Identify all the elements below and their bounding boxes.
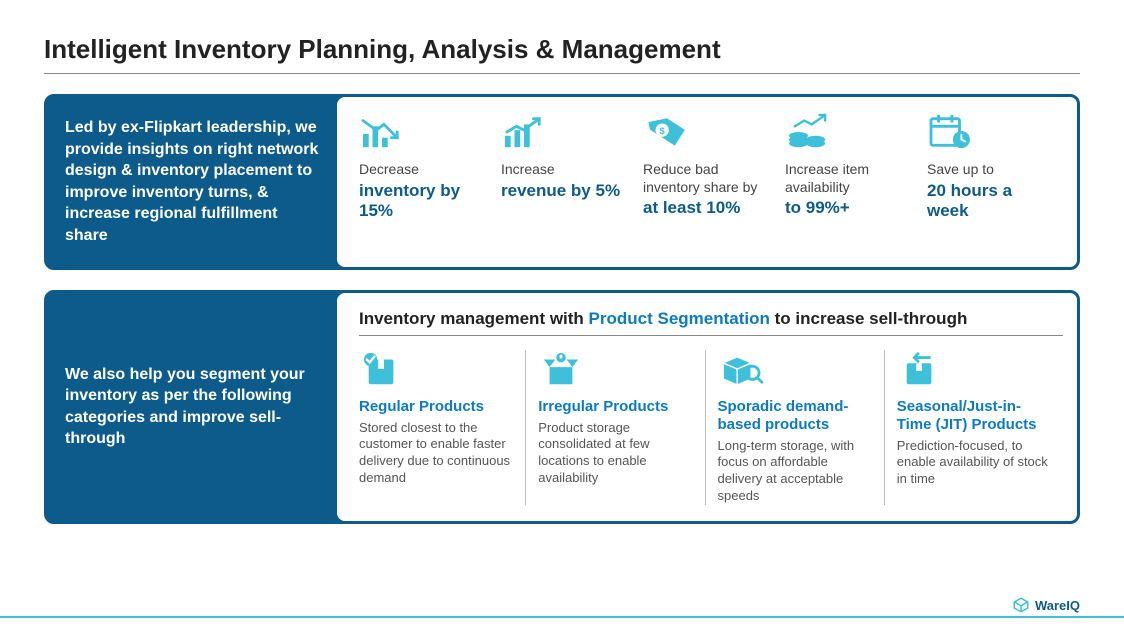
metrics-card-lead: Led by ex-Flipkart leadership, we provid… (47, 97, 337, 267)
segment-title: Regular Products (359, 398, 513, 416)
seg-header-post: to increase sell-through (770, 309, 967, 328)
segment-seasonal: Seasonal/Just-in-Time (JIT) Products Pre… (884, 350, 1063, 506)
metrics-lead-text: Led by ex-Flipkart leadership, we provid… (65, 117, 319, 247)
metric-label: Reduce bad inventory share by (643, 161, 773, 196)
seg-header-highlight: Product Segmentation (589, 309, 770, 328)
metric-increase-revenue: Increase revenue by 5% (501, 113, 637, 221)
segment-title: Sporadic demand-based products (718, 398, 872, 434)
seg-header-pre: Inventory management with (359, 309, 589, 328)
coins-up-icon (785, 113, 831, 151)
segment-desc: Long-term storage, with focus on afforda… (718, 438, 872, 506)
open-box-icon (538, 350, 584, 388)
metric-label: Decrease (359, 161, 489, 179)
chart-down-icon (359, 113, 405, 151)
money-tag-icon: $ (643, 113, 689, 151)
box-search-icon (718, 350, 764, 388)
metric-value: inventory by 15% (359, 181, 489, 222)
calendar-clock-icon (927, 113, 973, 151)
metric-value: 20 hours a week (927, 181, 1057, 222)
metric-value: to 99%+ (785, 198, 915, 218)
metric-value: revenue by 5% (501, 181, 631, 201)
segment-desc: Stored closest to the customer to enable… (359, 420, 513, 488)
segment-irregular: Irregular Products Product storage conso… (525, 350, 704, 506)
segmentation-lead-text: We also help you segment your inventory … (65, 364, 319, 450)
box-cycle-icon (897, 350, 943, 388)
metric-label: Save up to (927, 161, 1057, 179)
segment-sporadic: Sporadic demand-based products Long-term… (705, 350, 884, 506)
brand-name: WareIQ (1035, 598, 1080, 613)
segment-regular: Regular Products Stored closest to the c… (359, 350, 525, 506)
metric-value: at least 10% (643, 198, 773, 218)
segmentation-header: Inventory management with Product Segmen… (359, 309, 1063, 336)
metrics-card: Led by ex-Flipkart leadership, we provid… (44, 94, 1080, 270)
metric-label: Increase item availability (785, 161, 915, 196)
metric-save-time: Save up to 20 hours a week (927, 113, 1063, 221)
segment-desc: Product storage consolidated at few loca… (538, 420, 692, 488)
segment-title: Seasonal/Just-in-Time (JIT) Products (897, 398, 1051, 434)
metric-item-availability: Increase item availability to 99%+ (785, 113, 921, 221)
svg-text:$: $ (660, 126, 666, 137)
metric-decrease-inventory: Decrease inventory by 15% (359, 113, 495, 221)
box-check-icon (359, 350, 405, 388)
metric-reduce-bad-inventory: $ Reduce bad inventory share by at least… (643, 113, 779, 221)
segmentation-card-lead: We also help you segment your inventory … (47, 293, 337, 522)
page-title: Intelligent Inventory Planning, Analysis… (44, 34, 1080, 74)
segmentation-card: We also help you segment your inventory … (44, 290, 1080, 525)
metric-label: Increase (501, 161, 631, 179)
chart-up-icon (501, 113, 547, 151)
segment-desc: Prediction-focused, to enable availabili… (897, 438, 1051, 489)
footer-rule (0, 616, 1124, 618)
brand-logo: WareIQ (1012, 596, 1080, 614)
segment-title: Irregular Products (538, 398, 692, 416)
